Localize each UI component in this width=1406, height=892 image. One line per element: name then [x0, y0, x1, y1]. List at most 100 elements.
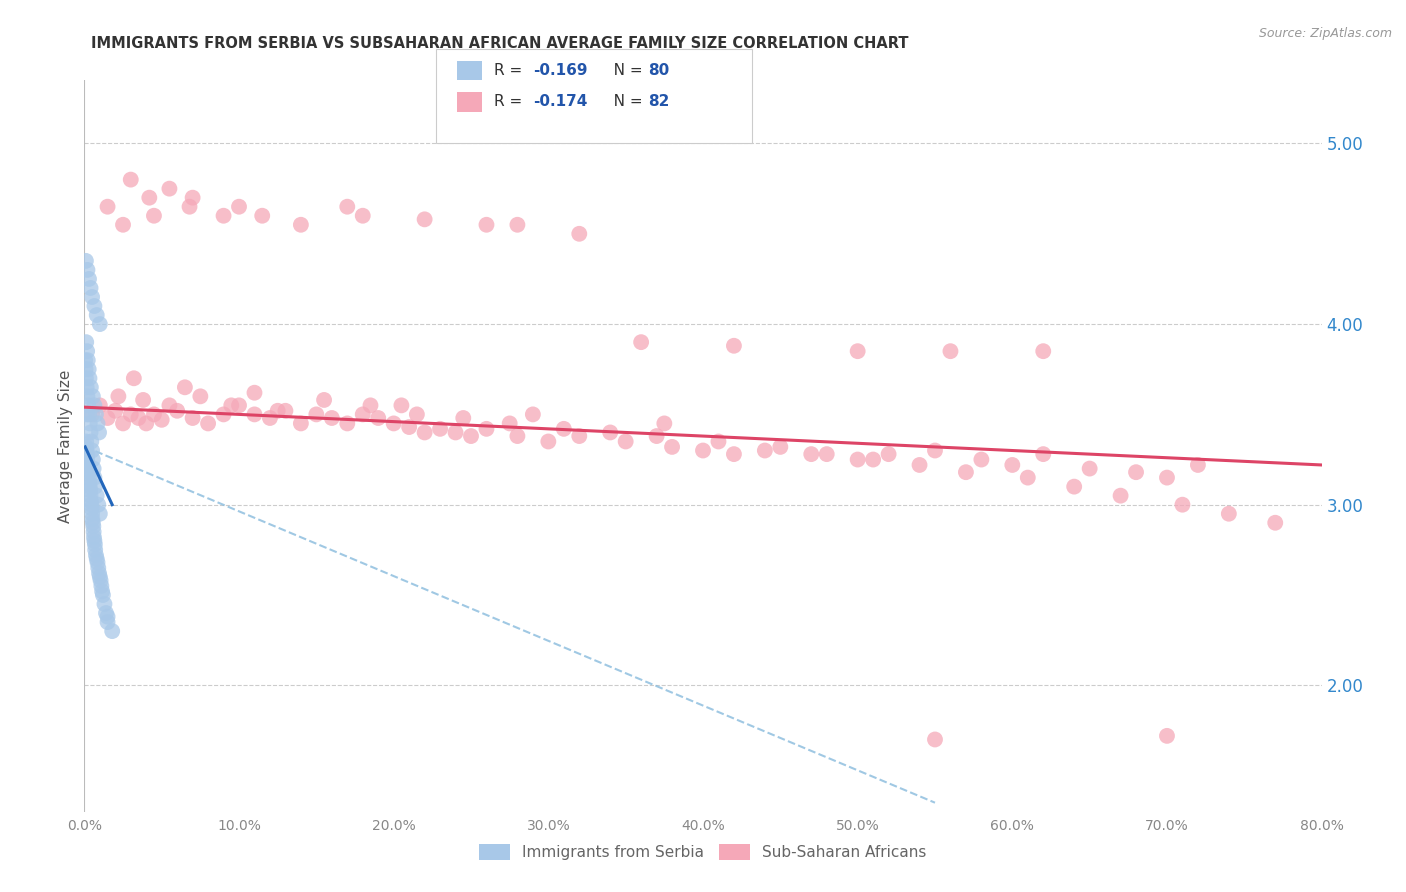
Point — [82, 519, 104, 533]
Point — [122, 371, 145, 385]
Point — [90, 574, 112, 588]
Point — [76, 380, 98, 394]
Point — [614, 434, 637, 449]
Point — [391, 398, 413, 412]
Point — [75, 443, 97, 458]
Point — [83, 537, 105, 551]
Point — [120, 408, 142, 422]
Point — [79, 417, 101, 431]
Point — [77, 461, 100, 475]
Point — [228, 398, 250, 412]
Text: N =: N = — [599, 63, 647, 78]
Point — [76, 443, 98, 458]
Point — [754, 443, 776, 458]
Text: 82: 82 — [648, 95, 669, 109]
Point — [522, 408, 544, 422]
Point — [83, 530, 105, 544]
Point — [314, 392, 336, 407]
Point — [135, 417, 157, 431]
Point — [212, 408, 235, 422]
Point — [75, 353, 97, 368]
Point — [83, 461, 105, 475]
Point — [89, 570, 111, 584]
Point — [80, 498, 103, 512]
Point — [82, 507, 104, 521]
Point — [290, 417, 312, 431]
Point — [101, 624, 124, 639]
Point — [352, 209, 374, 223]
Point — [96, 615, 118, 629]
Point — [212, 209, 235, 223]
Point — [89, 507, 111, 521]
Point — [79, 476, 101, 491]
Point — [107, 389, 129, 403]
Point — [568, 227, 591, 241]
Point — [77, 398, 100, 412]
Legend: Immigrants from Serbia, Sub-Saharan Africans: Immigrants from Serbia, Sub-Saharan Afri… — [474, 838, 932, 866]
Point — [707, 434, 730, 449]
Point — [652, 417, 676, 431]
Point — [599, 425, 621, 440]
Point — [79, 281, 101, 295]
Point — [1001, 458, 1024, 472]
Point — [475, 422, 498, 436]
Point — [87, 566, 110, 581]
Point — [360, 398, 382, 412]
Y-axis label: Average Family Size: Average Family Size — [58, 369, 73, 523]
Point — [1109, 489, 1132, 503]
Point — [453, 411, 475, 425]
Point — [305, 408, 328, 422]
Point — [815, 447, 838, 461]
Point — [250, 209, 273, 223]
Point — [166, 404, 188, 418]
Point — [77, 408, 100, 422]
Point — [75, 447, 97, 461]
Point — [1125, 465, 1147, 479]
Point — [80, 434, 103, 449]
Point — [94, 606, 117, 620]
Point — [80, 501, 103, 516]
Point — [86, 552, 108, 566]
Point — [89, 317, 111, 331]
Point — [955, 465, 977, 479]
Point — [553, 422, 575, 436]
Point — [87, 425, 110, 440]
Text: -0.174: -0.174 — [533, 95, 588, 109]
Point — [661, 440, 683, 454]
Point — [82, 512, 104, 526]
Point — [84, 548, 107, 562]
Point — [93, 597, 115, 611]
Point — [127, 411, 149, 425]
Point — [1156, 470, 1178, 484]
Point — [413, 212, 436, 227]
Point — [83, 398, 105, 412]
Text: N =: N = — [599, 95, 647, 109]
Point — [132, 392, 155, 407]
Point — [79, 425, 101, 440]
Point — [159, 398, 180, 412]
Point — [800, 447, 823, 461]
Point — [274, 404, 297, 418]
Point — [181, 191, 204, 205]
Point — [104, 404, 127, 418]
Point — [84, 408, 107, 422]
Point — [645, 429, 668, 443]
Point — [877, 447, 900, 461]
Point — [143, 408, 166, 422]
Point — [1171, 498, 1194, 512]
Point — [228, 200, 250, 214]
Point — [243, 385, 266, 400]
Point — [120, 172, 142, 186]
Point — [75, 434, 97, 449]
Point — [506, 218, 529, 232]
Point — [84, 480, 107, 494]
Text: R =: R = — [494, 63, 527, 78]
Point — [398, 420, 420, 434]
Point — [75, 440, 97, 454]
Point — [723, 339, 745, 353]
Point — [76, 408, 98, 422]
Point — [1063, 480, 1085, 494]
Point — [174, 380, 197, 394]
Point — [769, 440, 792, 454]
Point — [243, 408, 266, 422]
